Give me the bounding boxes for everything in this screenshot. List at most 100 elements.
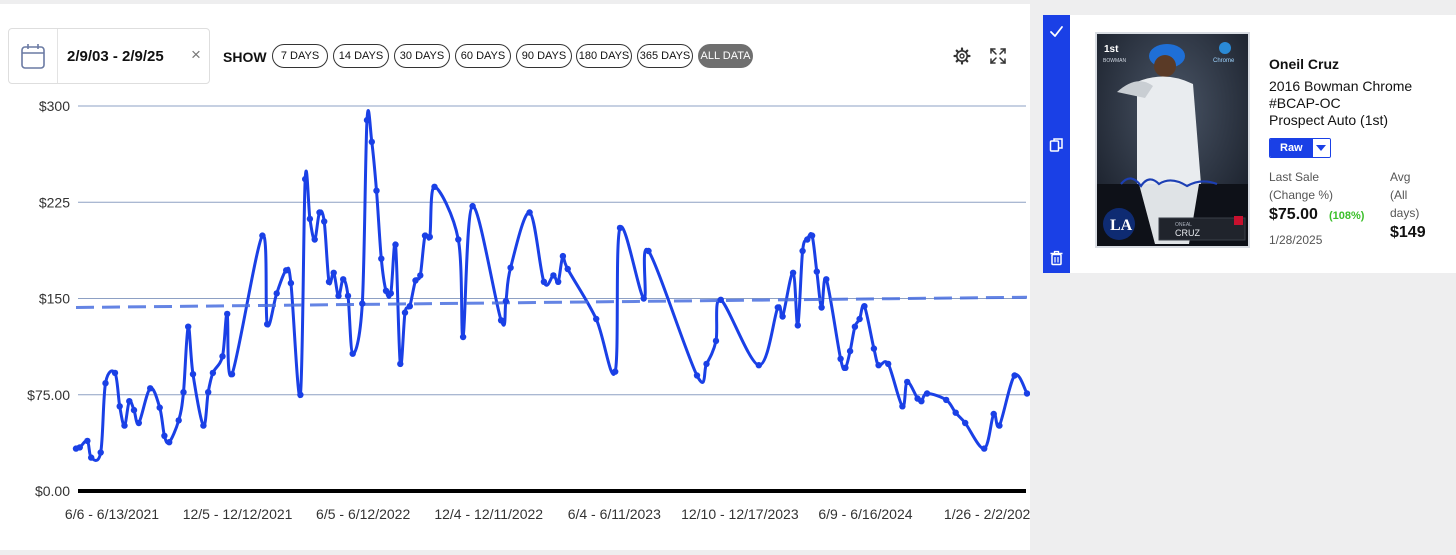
card-team-logo: LA <box>1110 217 1133 234</box>
data-point <box>97 449 104 456</box>
data-point <box>111 369 119 377</box>
data-point <box>185 323 192 330</box>
data-point <box>166 439 173 446</box>
data-point <box>550 272 557 279</box>
data-point <box>823 276 830 283</box>
range-180-days-button[interactable]: 180 DAYS <box>576 44 632 68</box>
data-point <box>273 290 280 297</box>
calendar-button[interactable] <box>9 29 58 83</box>
data-point <box>842 364 849 371</box>
data-point <box>559 252 567 260</box>
card-badge-text: 1st <box>1104 44 1119 55</box>
data-point <box>943 396 950 404</box>
grid-lines <box>78 105 1026 493</box>
data-point <box>219 353 226 360</box>
data-point <box>990 410 997 418</box>
data-point <box>259 232 266 239</box>
data-point <box>712 337 720 345</box>
data-point <box>102 380 109 387</box>
card-brand-text: BOWMAN <box>1103 58 1126 64</box>
data-point <box>161 432 168 439</box>
data-point <box>373 187 380 194</box>
data-point <box>612 368 619 375</box>
data-point <box>88 454 95 461</box>
data-point <box>962 419 969 427</box>
data-point <box>593 315 600 323</box>
data-point <box>378 255 385 262</box>
trash-icon[interactable] <box>1049 250 1064 266</box>
range-365-days-button[interactable]: 365 DAYS <box>637 44 693 68</box>
data-point <box>316 209 323 216</box>
data-point <box>431 183 438 190</box>
settings-icon[interactable] <box>953 47 971 65</box>
y-tick-label: $0.00 <box>35 483 70 499</box>
data-point <box>904 378 911 386</box>
check-icon[interactable] <box>1049 25 1064 38</box>
price-series-line <box>75 109 1029 462</box>
card-panel: 1st BOWMAN Chrome ONEAL CRUZ LA Oneil Cr… <box>1043 15 1456 273</box>
data-point <box>412 277 419 284</box>
data-point <box>344 292 352 300</box>
data-point <box>135 419 142 427</box>
data-point <box>779 313 786 320</box>
close-icon[interactable]: × <box>191 45 201 64</box>
x-tick-label: 6/4 - 6/11/2023 <box>568 506 661 522</box>
data-point <box>325 278 333 285</box>
data-point <box>507 264 514 271</box>
data-point <box>306 215 314 223</box>
card-logo-text: Chrome <box>1213 58 1235 64</box>
calendar-icon <box>21 44 45 69</box>
data-point <box>349 350 356 357</box>
data-point <box>264 321 271 328</box>
data-point <box>851 323 859 330</box>
x-tick-label: 6/6 - 6/13/2021 <box>65 506 159 522</box>
range-all-data-button[interactable]: ALL DATA <box>698 44 753 68</box>
last-sale-date: 1/28/2025 <box>1269 233 1323 247</box>
data-point <box>555 278 562 285</box>
average-trend-line <box>75 295 1028 309</box>
data-point <box>502 297 510 305</box>
data-point <box>368 138 375 146</box>
data-point <box>302 175 309 183</box>
card-title-line: 2016 Bowman Chrome <box>1269 78 1413 94</box>
date-range-value[interactable]: 2/9/03 - 2/9/25 <box>67 48 164 65</box>
range-30-days-button[interactable]: 30 DAYS <box>394 44 450 68</box>
x-tick-label: 12/4 - 12/11/2022 <box>434 506 543 522</box>
chart-panel <box>0 4 1030 550</box>
card-image[interactable]: 1st BOWMAN Chrome ONEAL CRUZ LA <box>1095 32 1250 248</box>
data-point <box>818 304 825 311</box>
data-point <box>875 362 882 369</box>
last-sale-label-line: Last Sale <box>1269 170 1320 184</box>
data-point <box>417 272 424 279</box>
chevron-down-icon[interactable] <box>1312 139 1330 157</box>
y-tick-label: $150 <box>39 291 70 307</box>
card-name-big: CRUZ <box>1175 228 1200 238</box>
avg-label-line: Avg <box>1390 170 1411 184</box>
data-point <box>175 417 182 424</box>
data-point <box>645 247 652 255</box>
x-tick-label: 6/9 - 6/16/2024 <box>818 506 912 522</box>
range-60-days-button[interactable]: 60 DAYS <box>455 44 511 68</box>
last-sale-change: (108%) <box>1329 210 1365 222</box>
data-point <box>693 372 701 379</box>
data-point <box>837 355 844 362</box>
grade-select[interactable]: Raw <box>1269 138 1331 158</box>
data-point <box>469 202 476 210</box>
show-label: SHOW <box>223 49 267 65</box>
expand-icon[interactable] <box>989 47 1007 65</box>
date-range-picker[interactable]: 2/9/03 - 2/9/25 × <box>8 28 210 84</box>
data-point <box>1023 390 1030 397</box>
data-point <box>156 404 163 411</box>
last-sale-value: $75.00 <box>1269 206 1318 223</box>
data-point <box>200 422 207 429</box>
range-14-days-button[interactable]: 14 DAYS <box>333 44 389 68</box>
data-point <box>774 304 781 311</box>
grade-value[interactable]: Raw <box>1270 139 1313 157</box>
copy-icon[interactable] <box>1049 137 1064 153</box>
card-title-line: Prospect Auto (1st) <box>1269 112 1389 128</box>
range-7-days-button[interactable]: 7 DAYS <box>272 44 328 68</box>
data-point <box>526 209 533 216</box>
data-point <box>813 268 820 275</box>
data-point <box>564 265 571 273</box>
range-90-days-button[interactable]: 90 DAYS <box>516 44 572 68</box>
